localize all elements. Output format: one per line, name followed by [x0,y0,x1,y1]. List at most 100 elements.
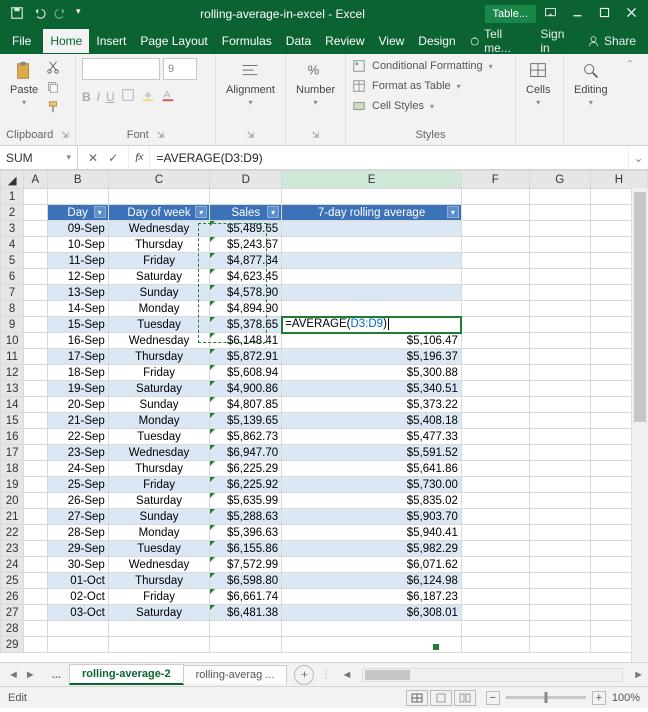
cell[interactable] [461,349,529,365]
tab-insert[interactable]: Insert [89,29,133,53]
cell[interactable]: Sunday [108,285,209,301]
cell[interactable] [529,253,590,269]
row-header[interactable]: 15 [1,413,24,429]
cell[interactable]: 27-Sep [47,509,108,525]
cell[interactable] [24,253,47,269]
row-header[interactable]: 16 [1,429,24,445]
cell[interactable] [461,397,529,413]
cell[interactable] [210,621,282,637]
hscroll-left-icon[interactable]: ◄ [337,669,356,681]
cell[interactable] [282,301,462,317]
cell[interactable] [24,541,47,557]
cell[interactable]: 17-Sep [47,349,108,365]
table-header[interactable]: Sales▾ [210,205,282,221]
sheet-tab-active[interactable]: rolling-average-2 [69,664,184,685]
cell[interactable]: 10-Sep [47,237,108,253]
cell[interactable] [529,541,590,557]
cell[interactable]: 13-Sep [47,285,108,301]
cell[interactable]: 21-Sep [47,413,108,429]
row-header[interactable]: 12 [1,365,24,381]
sheet-nav-prev-icon[interactable]: ◄ [8,669,19,681]
cell[interactable]: $6,225.92 [210,477,282,493]
cell[interactable] [47,621,108,637]
table-header[interactable]: Day of week▾ [108,205,209,221]
cell[interactable] [461,269,529,285]
cell[interactable] [461,445,529,461]
cell[interactable] [529,189,590,205]
cell[interactable]: $6,661.74 [210,589,282,605]
row-header[interactable]: 14 [1,397,24,413]
row-header[interactable]: 23 [1,541,24,557]
cell[interactable] [461,605,529,621]
cell[interactable] [461,189,529,205]
filter-dropdown-icon[interactable]: ▾ [195,206,207,218]
cut-icon[interactable] [46,60,60,77]
copy-icon[interactable] [46,80,60,97]
cell[interactable]: Wednesday [108,221,209,237]
cell[interactable] [108,189,209,205]
cell[interactable] [461,365,529,381]
cell[interactable]: $4,623.45 [210,269,282,285]
col-header[interactable]: B [47,171,108,189]
col-header[interactable]: G [529,171,590,189]
cell[interactable] [529,573,590,589]
sheet-overflow-icon[interactable]: ... [44,669,69,681]
cell[interactable]: $6,124.98 [282,573,462,589]
cell[interactable]: 30-Sep [47,557,108,573]
cell[interactable] [24,317,47,333]
cell[interactable] [529,413,590,429]
sheet-tab[interactable]: rolling-averag ... [183,665,288,684]
cell[interactable] [529,605,590,621]
cell[interactable]: $4,900.86 [210,381,282,397]
cell[interactable] [529,365,590,381]
share-button[interactable]: Share [581,30,642,52]
cell[interactable] [529,333,590,349]
cell[interactable] [529,301,590,317]
cell[interactable] [461,285,529,301]
cell[interactable]: $5,591.52 [282,445,462,461]
cell[interactable] [24,237,47,253]
cell[interactable]: $5,903.70 [282,509,462,525]
enter-formula-icon[interactable]: ✓ [108,151,118,165]
cell[interactable] [461,221,529,237]
cell[interactable]: Tuesday [108,541,209,557]
cell[interactable]: Thursday [108,237,209,253]
cell[interactable]: $5,139.65 [210,413,282,429]
cell[interactable]: $6,187.23 [282,589,462,605]
cell[interactable] [282,189,462,205]
cell[interactable]: Wednesday [108,333,209,349]
cell[interactable] [461,333,529,349]
cell[interactable] [529,445,590,461]
cell[interactable]: 24-Sep [47,461,108,477]
cell[interactable]: 09-Sep [47,221,108,237]
cell[interactable]: Sunday [108,397,209,413]
cell[interactable]: $5,635.99 [210,493,282,509]
row-header[interactable]: 7 [1,285,24,301]
cell[interactable] [461,525,529,541]
alignment-launcher-icon[interactable]: ⇲ [247,130,255,141]
new-sheet-icon[interactable]: + [294,665,314,685]
cell[interactable] [24,589,47,605]
cell[interactable] [461,317,529,333]
cell[interactable] [24,605,47,621]
row-header[interactable]: 26 [1,589,24,605]
cell[interactable]: Friday [108,253,209,269]
cell[interactable] [24,269,47,285]
italic-icon[interactable]: I [97,90,100,104]
zoom-out-icon[interactable]: − [486,691,500,705]
cell[interactable]: 23-Sep [47,445,108,461]
cell[interactable]: $5,641.86 [282,461,462,477]
cell[interactable] [47,189,108,205]
row-header[interactable]: 13 [1,381,24,397]
cell[interactable] [24,621,47,637]
row-header[interactable]: 10 [1,333,24,349]
cell[interactable]: Tuesday [108,317,209,333]
col-header[interactable]: C [108,171,209,189]
row-header[interactable]: 29 [1,637,24,653]
save-icon[interactable] [10,6,24,23]
filter-dropdown-icon[interactable]: ▾ [447,206,459,218]
cell[interactable]: Tuesday [108,429,209,445]
cell[interactable]: Monday [108,525,209,541]
format-as-table[interactable]: Format as Table ▾ [352,78,461,94]
col-header[interactable]: E [282,171,462,189]
